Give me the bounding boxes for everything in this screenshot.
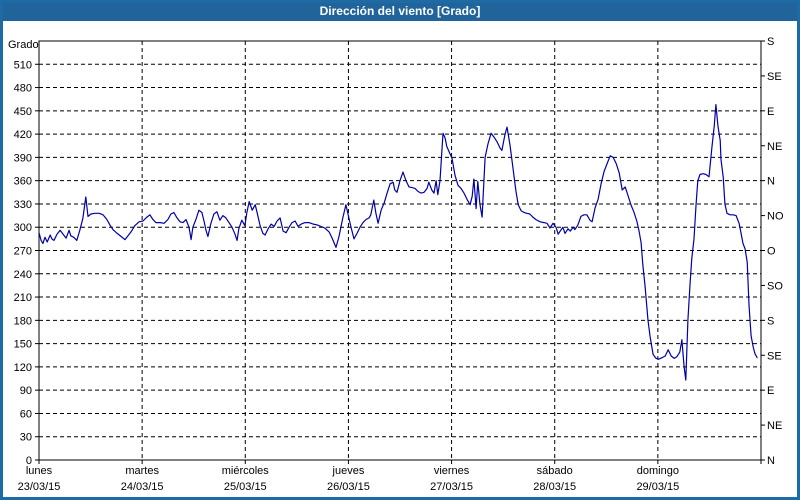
day-date-label: 23/03/15 bbox=[18, 481, 61, 493]
compass-tick-label: S bbox=[767, 36, 774, 48]
y-tick-label: 180 bbox=[14, 315, 32, 327]
y-tick-label: 30 bbox=[20, 432, 32, 444]
y-tick-label: 270 bbox=[14, 246, 32, 258]
day-name-label: miércoles bbox=[222, 465, 270, 477]
day-name-label: viernes bbox=[434, 465, 470, 477]
day-name-label: sábado bbox=[537, 465, 573, 477]
compass-tick-label: NE bbox=[767, 141, 782, 153]
y-axis-title: Grado bbox=[8, 39, 39, 51]
y-tick-label: 360 bbox=[14, 176, 32, 188]
y-tick-label: 90 bbox=[20, 385, 32, 397]
x-axis-day-labels: lunes 23/03/15 martes 24/03/15 miércoles 25/0… bbox=[18, 465, 680, 493]
y-tick-label: 390 bbox=[14, 152, 32, 164]
day-date-label: 28/03/15 bbox=[533, 481, 576, 493]
compass-tick-label: O bbox=[767, 246, 776, 258]
chart-title: Dirección del viento [Grado] bbox=[319, 3, 481, 18]
compass-tick-label: NE bbox=[767, 420, 782, 432]
y-tick-label: 120 bbox=[14, 362, 32, 374]
compass-tick-label: SO bbox=[767, 280, 783, 292]
compass-tick-label: E bbox=[767, 106, 774, 118]
compass-tick-label: SE bbox=[767, 350, 782, 362]
y-tick-label: 480 bbox=[14, 83, 32, 95]
wind-direction-chart: 0 30 60 90 120 150 180 210 240 270 300 330 360 390 420… bbox=[8, 36, 784, 493]
horizontal-gridlines bbox=[39, 63, 761, 438]
y-tick-label: 210 bbox=[14, 292, 32, 304]
y-tick-label: 150 bbox=[14, 339, 32, 351]
compass-tick-label: SE bbox=[767, 71, 782, 83]
day-name-label: domingo bbox=[637, 465, 679, 477]
y-tick-label: 300 bbox=[14, 222, 32, 234]
y-axis-left: 0 30 60 90 120 150 180 210 240 270 300 330 360 390 420… bbox=[14, 59, 39, 467]
day-name-label: lunes bbox=[26, 465, 53, 477]
day-date-label: 24/03/15 bbox=[121, 481, 164, 493]
y-tick-label: 240 bbox=[14, 269, 32, 281]
compass-tick-label: NO bbox=[767, 211, 784, 223]
day-date-label: 25/03/15 bbox=[224, 481, 267, 493]
day-date-label: 26/03/15 bbox=[327, 481, 370, 493]
y-tick-label: 0 bbox=[26, 455, 32, 467]
y-tick-label: 60 bbox=[20, 408, 32, 420]
y-tick-label: 330 bbox=[14, 199, 32, 211]
compass-tick-label: N bbox=[767, 176, 775, 188]
y-axis-right: S SE E NE N NO O SO S SE E NE N bbox=[761, 36, 784, 467]
day-name-label: martes bbox=[125, 465, 159, 477]
y-tick-label: 420 bbox=[14, 129, 32, 141]
compass-tick-label: E bbox=[767, 385, 774, 397]
title-bar: Dirección del viento [Grado] bbox=[0, 0, 800, 21]
day-date-label: 27/03/15 bbox=[430, 481, 473, 493]
x-axis-ticks bbox=[38, 460, 762, 464]
day-date-label: 29/03/15 bbox=[636, 481, 679, 493]
y-tick-label: 450 bbox=[14, 106, 32, 118]
y-tick-label: 510 bbox=[14, 59, 32, 71]
day-name-label: jueves bbox=[332, 465, 365, 477]
wind-direction-line bbox=[38, 103, 758, 381]
compass-tick-label: S bbox=[767, 315, 774, 327]
compass-tick-label: N bbox=[767, 455, 775, 467]
